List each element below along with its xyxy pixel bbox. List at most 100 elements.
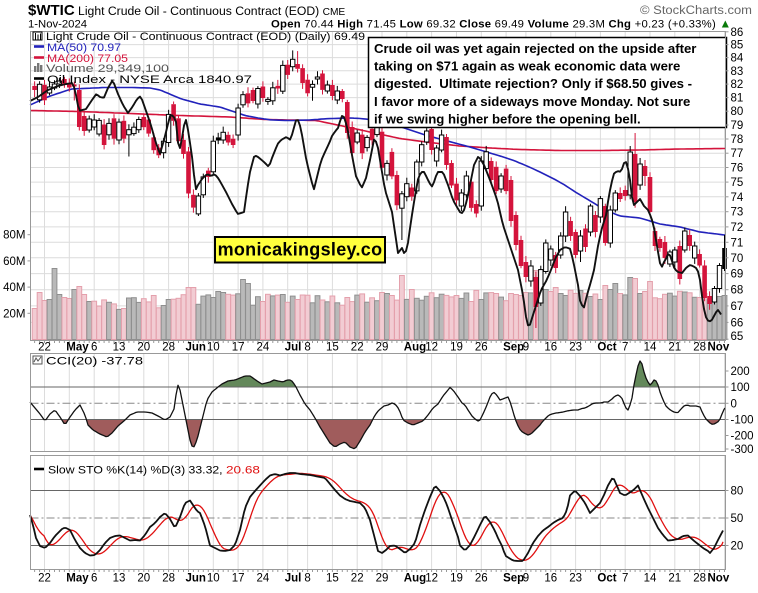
svg-text:May: May bbox=[66, 342, 89, 354]
svg-text:-100: -100 bbox=[731, 415, 754, 427]
svg-text:24: 24 bbox=[257, 342, 270, 354]
svg-text:28: 28 bbox=[693, 573, 706, 585]
svg-text:monicakingsley.co: monicakingsley.co bbox=[218, 240, 383, 260]
svg-text:14: 14 bbox=[644, 342, 657, 354]
svg-text:60M: 60M bbox=[3, 256, 25, 268]
svg-text:Aug: Aug bbox=[404, 573, 426, 585]
svg-text:12: 12 bbox=[425, 573, 438, 585]
svg-text:19: 19 bbox=[450, 573, 463, 585]
svg-text:CCI(20) -37.78: CCI(20) -37.78 bbox=[46, 356, 143, 368]
svg-text:17: 17 bbox=[232, 573, 245, 585]
svg-text:16: 16 bbox=[544, 342, 557, 354]
svg-text:Jul: Jul bbox=[285, 342, 302, 354]
svg-text:100: 100 bbox=[731, 382, 750, 394]
svg-text:-300: -300 bbox=[731, 444, 754, 456]
svg-text:66: 66 bbox=[731, 317, 744, 329]
svg-text:Sep: Sep bbox=[503, 573, 524, 585]
svg-text:digested. Ultimate rejection?: digested. Ultimate rejection? Only if $6… bbox=[374, 76, 692, 91]
svg-text:19: 19 bbox=[450, 342, 463, 354]
svg-text:16: 16 bbox=[544, 573, 557, 585]
svg-text:I favor more of a sideways mov: I favor more of a sideways move Monday. … bbox=[374, 94, 690, 109]
svg-text:20: 20 bbox=[731, 541, 744, 553]
svg-text:76: 76 bbox=[731, 163, 744, 175]
svg-text:-200: -200 bbox=[731, 431, 754, 443]
svg-text:8: 8 bbox=[304, 573, 310, 585]
svg-text:28: 28 bbox=[693, 342, 706, 354]
svg-text:9: 9 bbox=[523, 573, 529, 585]
svg-text:Light Crude Oil - Continuous C: Light Crude Oil - Continuous Contract (E… bbox=[46, 31, 365, 43]
svg-text:MA(50) 70.97: MA(50) 70.97 bbox=[47, 42, 121, 54]
svg-text:73: 73 bbox=[731, 207, 744, 219]
svg-text:15: 15 bbox=[326, 342, 339, 354]
svg-text:Slow STO %K(14) %D(3) 33.32, 2: Slow STO %K(14) %D(3) 33.32, 20.68 bbox=[48, 465, 260, 477]
svg-text:80: 80 bbox=[731, 106, 744, 118]
svg-text:Crude oil was yet again reject: Crude oil was yet again rejected on the … bbox=[374, 41, 696, 56]
svg-text:Jun: Jun bbox=[186, 573, 206, 585]
svg-text:Aug: Aug bbox=[404, 342, 426, 354]
svg-text:8: 8 bbox=[304, 342, 310, 354]
svg-text:22: 22 bbox=[351, 573, 364, 585]
svg-text:85: 85 bbox=[731, 40, 744, 52]
svg-text:Oct: Oct bbox=[597, 573, 616, 585]
svg-text:29: 29 bbox=[376, 342, 389, 354]
svg-text:80M: 80M bbox=[3, 230, 25, 242]
svg-text:10: 10 bbox=[207, 342, 220, 354]
svg-text:$WTIC Light Crude Oil - Contin: $WTIC Light Crude Oil - Continuous Contr… bbox=[28, 2, 345, 19]
svg-text:20M: 20M bbox=[3, 308, 25, 320]
svg-text:50: 50 bbox=[731, 513, 744, 525]
svg-text:Jul: Jul bbox=[285, 573, 302, 585]
svg-text:13: 13 bbox=[113, 573, 126, 585]
svg-text:78: 78 bbox=[731, 134, 744, 146]
svg-text:21: 21 bbox=[668, 573, 681, 585]
svg-text:81: 81 bbox=[731, 93, 744, 105]
svg-text:72: 72 bbox=[731, 222, 744, 234]
svg-text:if we swing higher before the: if we swing higher before the opening be… bbox=[374, 111, 641, 126]
svg-text:Volume 29,349,100: Volume 29,349,100 bbox=[46, 63, 169, 75]
svg-text:17: 17 bbox=[232, 342, 245, 354]
svg-text:13: 13 bbox=[113, 342, 126, 354]
svg-text:29: 29 bbox=[376, 573, 389, 585]
svg-text:Oct: Oct bbox=[597, 342, 616, 354]
svg-text:22: 22 bbox=[38, 573, 51, 585]
svg-text:MA(200) 77.05: MA(200) 77.05 bbox=[47, 53, 128, 65]
svg-text:20: 20 bbox=[137, 342, 150, 354]
svg-text:15: 15 bbox=[326, 573, 339, 585]
svg-text:May: May bbox=[66, 573, 89, 585]
svg-text:70: 70 bbox=[731, 253, 744, 265]
svg-text:28: 28 bbox=[162, 573, 175, 585]
svg-text:14: 14 bbox=[644, 573, 657, 585]
svg-text:Sep: Sep bbox=[503, 342, 524, 354]
svg-text:12: 12 bbox=[425, 342, 438, 354]
svg-text:69: 69 bbox=[731, 269, 744, 281]
svg-text:67: 67 bbox=[731, 301, 744, 313]
svg-text:Nov: Nov bbox=[708, 342, 730, 354]
svg-text:9: 9 bbox=[523, 342, 529, 354]
svg-text:26: 26 bbox=[475, 573, 488, 585]
svg-text:6: 6 bbox=[91, 342, 97, 354]
svg-text:Open 70.44 High 71.45 Low 69.3: Open 70.44 High 71.45 Low 69.32 Close 69… bbox=[271, 17, 732, 31]
svg-text:23: 23 bbox=[569, 573, 582, 585]
svg-text:28: 28 bbox=[162, 342, 175, 354]
svg-text:83: 83 bbox=[731, 66, 744, 78]
svg-text:1-Nov-2024: 1-Nov-2024 bbox=[28, 19, 87, 31]
svg-text:26: 26 bbox=[475, 342, 488, 354]
svg-text:79: 79 bbox=[731, 120, 744, 132]
svg-text:71: 71 bbox=[731, 237, 744, 249]
svg-text:7: 7 bbox=[622, 342, 628, 354]
svg-text:Nov: Nov bbox=[708, 573, 730, 585]
svg-text:68: 68 bbox=[731, 285, 744, 297]
svg-text:© StockCharts.com: © StockCharts.com bbox=[640, 5, 752, 17]
svg-text:77: 77 bbox=[731, 148, 744, 160]
svg-text:200: 200 bbox=[731, 366, 750, 378]
svg-text:86: 86 bbox=[731, 27, 744, 39]
svg-text:82: 82 bbox=[731, 79, 744, 91]
svg-text:23: 23 bbox=[569, 342, 582, 354]
svg-text:taking on $71 again as weak ec: taking on $71 again as weak economic dat… bbox=[374, 59, 680, 74]
svg-text:0: 0 bbox=[731, 398, 737, 410]
svg-text:Oil Index - NYSE Arca 1840.97: Oil Index - NYSE Arca 1840.97 bbox=[47, 74, 252, 86]
svg-text:65: 65 bbox=[731, 331, 744, 343]
svg-text:10: 10 bbox=[207, 573, 220, 585]
svg-text:74: 74 bbox=[731, 192, 744, 204]
svg-text:7: 7 bbox=[622, 573, 628, 585]
svg-text:21: 21 bbox=[668, 342, 681, 354]
